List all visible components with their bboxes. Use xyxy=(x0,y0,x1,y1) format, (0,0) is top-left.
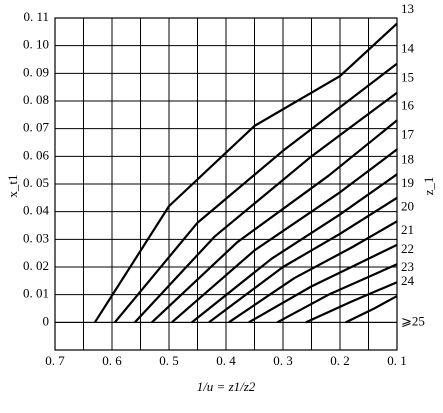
legend-label: 24 xyxy=(401,273,415,288)
curve xyxy=(228,220,398,324)
curve xyxy=(114,62,398,324)
right-axis-label: z_1 xyxy=(421,177,436,196)
x-tick-label: 0. 4 xyxy=(216,353,236,368)
curve xyxy=(133,91,398,324)
legend-label: 21 xyxy=(401,222,414,237)
curve xyxy=(305,281,398,324)
y-tick-label: 0. 06 xyxy=(23,147,50,162)
curve xyxy=(151,119,398,324)
y-tick-label: 0. 02 xyxy=(23,258,49,273)
legend-label: 22 xyxy=(401,241,414,256)
legend-label: 15 xyxy=(401,70,414,85)
x-tick-label: 0. 1 xyxy=(387,353,407,368)
x-tick-label: 0. 6 xyxy=(102,353,122,368)
y-tick-label: 0. 01 xyxy=(23,286,49,301)
y-tick-label: 0. 07 xyxy=(23,120,50,135)
curve xyxy=(93,22,398,323)
curve xyxy=(248,243,398,324)
y-tick-label: 0. 08 xyxy=(23,92,49,107)
curve xyxy=(276,263,398,324)
y-axis-label: x_t1 xyxy=(5,174,20,197)
y-tick-label: 0. 10 xyxy=(23,37,49,52)
y-tick-label: 0. 09 xyxy=(23,64,49,79)
y-tick-label: 0 xyxy=(43,313,50,328)
curve xyxy=(171,148,398,324)
plot-frame xyxy=(54,17,398,351)
legend-label: 19 xyxy=(401,175,414,190)
x-tick-label: 0. 7 xyxy=(45,353,65,368)
curve xyxy=(208,196,398,324)
y-tick-label: 0. 05 xyxy=(23,175,49,190)
legend-label: 13 xyxy=(401,1,414,16)
legend-label: 18 xyxy=(401,151,414,166)
x-axis-label: 1/u = z1/z2 xyxy=(197,379,256,394)
legend-label: 17 xyxy=(401,126,415,141)
legend-label: 23 xyxy=(401,259,414,274)
x-tick-label: 0. 5 xyxy=(159,353,179,368)
legend-label: 16 xyxy=(401,97,415,112)
curve xyxy=(345,295,398,324)
y-tick-label: 0. 11 xyxy=(23,9,49,24)
x-tick-label: 0. 2 xyxy=(330,353,350,368)
legend-label: 20 xyxy=(401,198,414,213)
y-tick-label: 0. 03 xyxy=(23,230,49,245)
curve xyxy=(191,173,398,324)
legend-label: 14 xyxy=(401,41,415,56)
y-tick-label: 0. 04 xyxy=(23,203,50,218)
x-tick-label: 0. 3 xyxy=(273,353,293,368)
legend-label: ⩾25 xyxy=(401,313,425,328)
